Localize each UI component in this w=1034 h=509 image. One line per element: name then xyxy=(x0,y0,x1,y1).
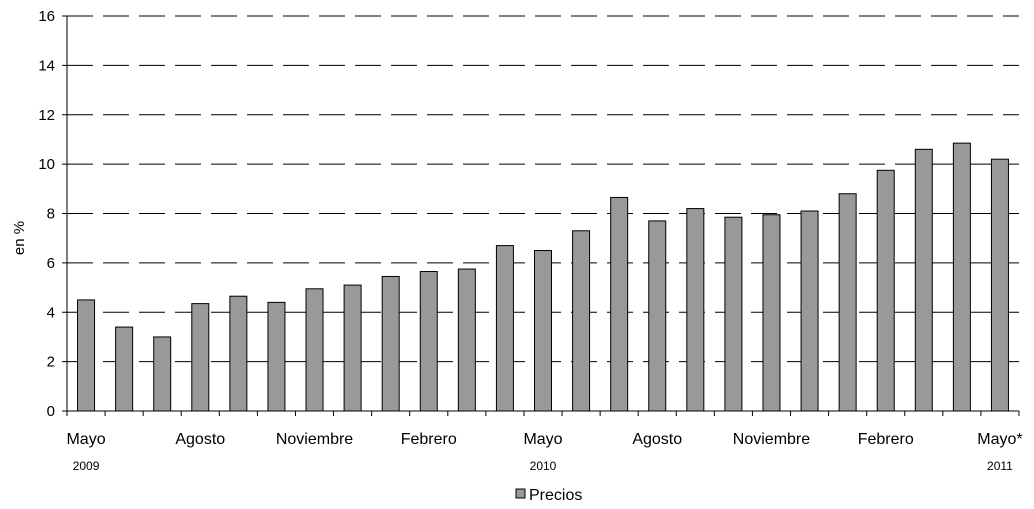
y-tick-label: 16 xyxy=(38,8,55,25)
x-tick-label: Febrero xyxy=(401,431,457,448)
bar xyxy=(457,268,476,412)
y-tick-label: 2 xyxy=(47,354,55,371)
y-tick-label: 8 xyxy=(47,206,55,223)
bar xyxy=(990,158,1009,412)
bar xyxy=(77,299,96,412)
bar xyxy=(191,303,210,412)
y-tick-label: 14 xyxy=(38,57,55,74)
y-tick-label: 12 xyxy=(38,107,55,124)
bar xyxy=(686,208,705,412)
bar xyxy=(495,245,514,412)
bar xyxy=(648,220,667,412)
legend-label: Precios xyxy=(529,487,582,504)
x-tick-labels: Mayo Agosto Noviembre Febrero Mayo Agosto Novi… xyxy=(66,431,1022,473)
bar xyxy=(115,326,134,412)
x-tick-label: Noviembre xyxy=(276,431,353,448)
y-tick-label: 0 xyxy=(47,403,55,420)
year-label: 2011 xyxy=(987,459,1013,473)
y-axis-label: en % xyxy=(11,221,28,255)
bar xyxy=(838,193,857,412)
x-tick-label: Mayo* xyxy=(977,431,1022,448)
y-tick-label: 4 xyxy=(47,304,55,321)
x-tick-label: Mayo xyxy=(66,431,105,448)
bar xyxy=(914,148,933,412)
bar xyxy=(724,216,743,412)
bar xyxy=(572,230,591,412)
y-tick-label: 10 xyxy=(38,156,55,173)
bar xyxy=(876,169,895,412)
year-label: 2010 xyxy=(530,459,557,473)
bar xyxy=(267,301,286,412)
bar xyxy=(305,288,324,412)
bar xyxy=(800,210,819,412)
x-tick-label: Febrero xyxy=(858,431,914,448)
bar xyxy=(534,250,552,412)
y-tick-labels: 0 2 4 6 8 10 12 14 16 xyxy=(38,8,55,420)
bar xyxy=(952,142,971,412)
y-tick-label: 6 xyxy=(47,255,55,272)
bar xyxy=(419,271,438,412)
x-tick-label: Agosto xyxy=(175,431,225,448)
bar xyxy=(153,336,172,412)
bar xyxy=(229,295,248,412)
bars xyxy=(77,142,1009,412)
x-tick-label: Mayo xyxy=(523,431,562,448)
bar xyxy=(610,196,629,412)
legend-swatch xyxy=(515,488,526,499)
bar xyxy=(343,284,362,412)
x-tick-label: Agosto xyxy=(632,431,682,448)
legend: Precios xyxy=(515,487,582,504)
x-tick-label: Noviembre xyxy=(733,431,810,448)
axes xyxy=(62,15,1020,416)
bar xyxy=(762,214,781,412)
year-label: 2009 xyxy=(73,459,100,473)
bar xyxy=(381,275,400,412)
